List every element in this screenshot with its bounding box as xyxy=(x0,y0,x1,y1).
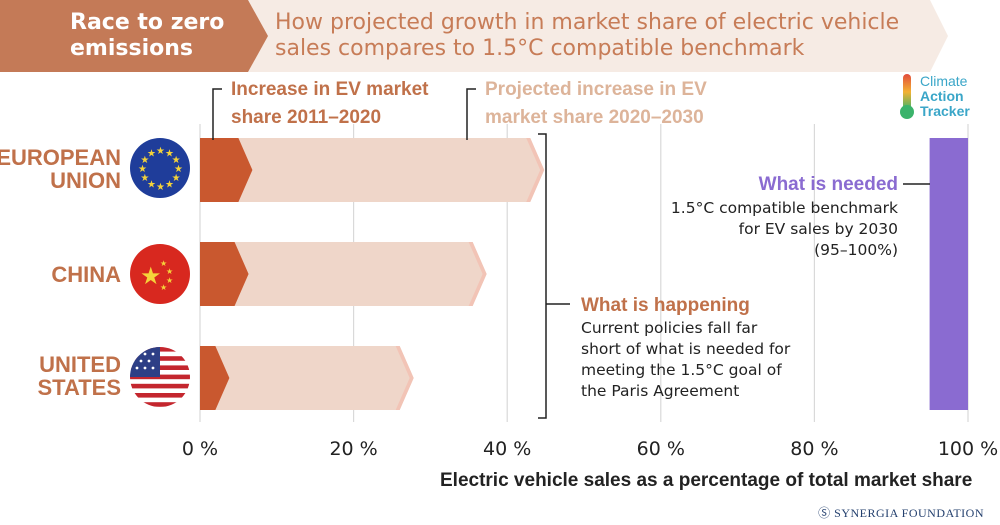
x-tick-label: 60 % xyxy=(637,438,685,460)
thermometer-icon xyxy=(900,74,914,119)
projected-bar xyxy=(234,242,487,306)
legend-projected-line: Projected increase in EV xyxy=(485,79,707,100)
footer-text: SYNERGIA FOUNDATION xyxy=(834,506,984,520)
eu-star: ★ xyxy=(140,173,149,184)
needed-line: for EV sales by 2030 xyxy=(739,220,898,238)
legend-increase-leader xyxy=(212,88,222,140)
x-axis-label: Electric vehicle sales as a percentage o… xyxy=(440,470,973,491)
logo-line-3: Tracker xyxy=(920,103,970,119)
eu-star: ★ xyxy=(140,155,149,166)
annotations: What is needed 1.5°C compatible benchmark… xyxy=(538,133,898,419)
benchmark-bar xyxy=(929,138,968,410)
benchmark-bar-group xyxy=(903,138,968,410)
category-label: STATES xyxy=(37,375,121,400)
eu-star: ★ xyxy=(165,148,174,159)
category-label: UNITED xyxy=(39,352,121,377)
happening-line: Current policies fall far xyxy=(581,319,758,337)
legend-annotations: Increase in EV market share 2011–2020 Proj… xyxy=(212,79,707,140)
x-tick-label: 0 % xyxy=(182,438,218,460)
increase-bar xyxy=(200,346,230,410)
category-label: UNION xyxy=(50,168,121,193)
projected-bar-tip xyxy=(468,242,487,306)
synergia-logo-icon: Ⓢ xyxy=(818,506,835,520)
x-tick-label: 100 % xyxy=(938,438,998,460)
projected-bar xyxy=(215,346,414,410)
svg-text:★: ★ xyxy=(166,267,173,276)
projected-bar-tip xyxy=(395,346,414,410)
projected-bar-tip xyxy=(526,138,545,202)
flags: ★★★★★★★★★ ★ ★★ ★ ★ ★ ★ ★ xyxy=(130,138,190,407)
svg-text:★: ★ xyxy=(160,259,167,268)
happening-title: What is happening xyxy=(581,295,750,316)
increase-bar xyxy=(200,138,253,202)
usa-flag-icon xyxy=(130,347,190,407)
header-tag-band xyxy=(0,0,268,72)
needed-line: (95–100%) xyxy=(814,241,898,259)
eu-star: ★ xyxy=(147,148,156,159)
eu-star: ★ xyxy=(172,173,181,184)
legend-increase-line: Increase in EV market xyxy=(231,79,429,100)
needed-line: 1.5°C compatible benchmark xyxy=(671,199,898,217)
footer-credit: Ⓢ SYNERGIA FOUNDATION xyxy=(818,504,984,521)
category-label: CHINA xyxy=(51,262,121,287)
eu-star: ★ xyxy=(147,180,156,191)
happening-line: short of what is needed for xyxy=(581,340,791,358)
x-tick-label: 40 % xyxy=(483,438,531,460)
header-tag: Race to zero emissions xyxy=(70,10,225,61)
needed-title: What is needed xyxy=(759,174,898,195)
legend-projected-leader xyxy=(466,88,476,140)
x-tick-labels: 0 % 20 % 40 % 60 % 80 % 100 % xyxy=(182,438,998,460)
climate-action-tracker-logo: Climate Action Tracker xyxy=(896,72,996,124)
eu-star: ★ xyxy=(165,180,174,191)
legend-increase-line: share 2011–2020 xyxy=(231,107,381,128)
eu-star: ★ xyxy=(156,182,165,193)
china-flag-icon: ★ ★ ★ ★ ★ xyxy=(130,244,190,304)
svg-text:★: ★ xyxy=(140,262,162,290)
happening-line: meeting the 1.5°C goal of xyxy=(581,361,782,379)
logo-line-2: Action xyxy=(920,88,964,104)
eu-flag-icon: ★★★★★★★★★ ★ ★★ xyxy=(130,138,190,198)
eu-star: ★ xyxy=(138,164,147,175)
projected-bar xyxy=(238,138,545,202)
category-label: EUROPEAN xyxy=(0,145,121,170)
svg-text:★: ★ xyxy=(160,283,167,292)
x-tick-label: 80 % xyxy=(790,438,838,460)
happening-line: the Paris Agreement xyxy=(581,382,739,400)
x-tick-label: 20 % xyxy=(329,438,377,460)
logo-text: Climate Action Tracker xyxy=(920,74,970,119)
happening-bracket xyxy=(538,133,570,419)
eu-star: ★ xyxy=(174,164,183,175)
header-shapes xyxy=(0,0,1000,72)
logo-line-1: Climate xyxy=(920,73,968,89)
increase-bar xyxy=(200,242,249,306)
header-title: How projected growth in market share of … xyxy=(275,10,900,61)
eu-star: ★ xyxy=(172,155,181,166)
eu-star: ★ xyxy=(156,146,165,157)
svg-text:★: ★ xyxy=(166,276,173,285)
header-arrow-notch xyxy=(930,0,1000,72)
legend-projected-line: market share 2020–2030 xyxy=(485,107,704,128)
bars xyxy=(200,138,545,410)
header-banner: Race to zero emissions How projected gro… xyxy=(0,0,1000,72)
ev-market-share-chart: ★★★★★★★★★ ★ ★★ ★ ★ ★ ★ ★ xyxy=(0,79,998,460)
